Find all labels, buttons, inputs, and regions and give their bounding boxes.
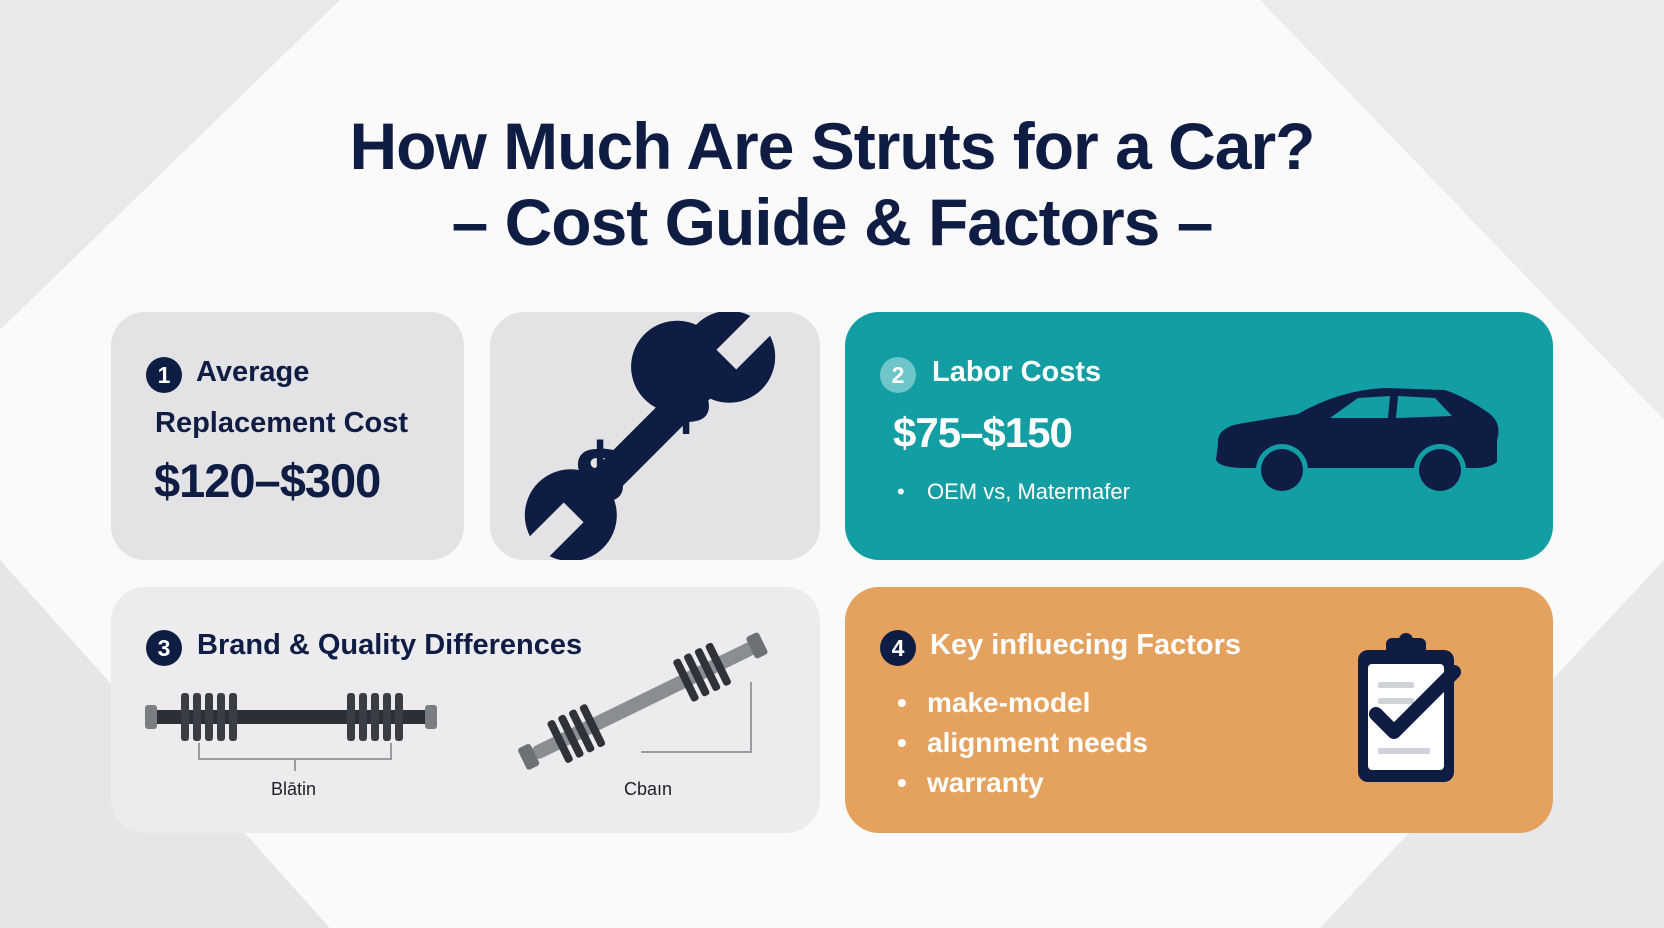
card-heading: Labor Costs [932, 356, 1102, 388]
strut-label-right: Cbaın [624, 779, 673, 799]
price-range: $75–$150 [893, 409, 1073, 456]
car-icon [1216, 388, 1499, 494]
card-bullets: OEM vs, Matermafer [897, 479, 1130, 505]
price-range: $120–$300 [154, 454, 381, 507]
card-heading-line-2: Replacement Cost [155, 407, 409, 439]
wrench-dollar-icon: $ $ [519, 312, 781, 560]
factor-item: alignment needs [897, 723, 1148, 763]
factor-item: warranty [897, 763, 1148, 803]
step-number-badge: 1 [146, 357, 182, 393]
strut-icon-left [145, 693, 437, 771]
card-heading-line-1: Average [196, 356, 310, 388]
title-line-2: – Cost Guide & Factors – [451, 185, 1214, 259]
step-number-badge: 2 [880, 357, 916, 393]
svg-text:$: $ [571, 427, 628, 522]
bullet-item: OEM vs, Matermafer [897, 479, 1130, 505]
key-factors-card: 4 Key influecing Factors make-model alig… [845, 587, 1553, 833]
factor-list: make-model alignment needs warranty [897, 683, 1148, 803]
factor-item: make-model [897, 683, 1148, 723]
average-cost-card: 1 Average Replacement Cost $120–$300 [111, 312, 464, 560]
strut-label-left: Blātin [271, 779, 317, 799]
tools-cost-card: $ $ [490, 312, 820, 560]
page-title: How Much Are Struts for a Car? – Cost Gu… [0, 108, 1664, 260]
clipboard-check-icon [1358, 633, 1461, 782]
card-heading: Key influecing Factors [930, 629, 1242, 661]
svg-text:$: $ [657, 347, 714, 442]
card-heading: Brand & Quality Differences [197, 629, 583, 661]
brand-quality-card: 3 Brand & Quality Differences Blātin [111, 587, 820, 833]
labor-costs-card: 2 Labor Costs $75–$150 OEM vs, Matermafe… [845, 312, 1553, 560]
title-line-1: How Much Are Struts for a Car? [349, 109, 1316, 183]
step-number-badge: 4 [880, 630, 916, 666]
step-number-badge: 3 [146, 630, 182, 666]
strut-icon-right [518, 632, 768, 770]
